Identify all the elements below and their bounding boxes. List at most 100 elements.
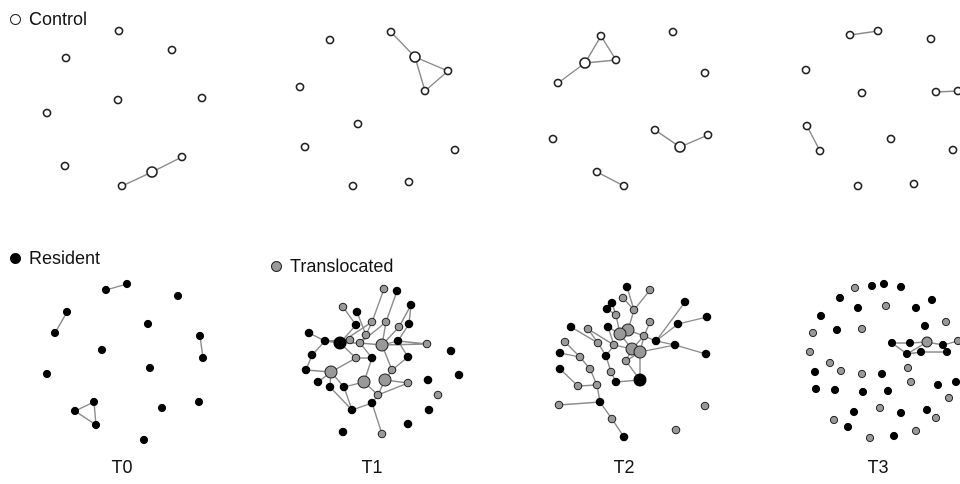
legend-control-label: Control <box>29 9 88 29</box>
resident-t0-node <box>70 406 80 416</box>
legend-resident: Resident <box>10 248 100 268</box>
resident-t1-node <box>392 286 402 296</box>
control-t0-node <box>177 152 187 162</box>
translocated-t3-node <box>944 393 954 403</box>
control-t2-edge <box>596 171 625 187</box>
resident-t2-node <box>603 322 613 332</box>
resident-t1-node <box>320 336 330 346</box>
translocated-t3-node <box>903 363 913 373</box>
translocated-t1-node <box>351 353 361 363</box>
control-t3-edge <box>849 30 879 36</box>
t1-edge <box>329 386 353 411</box>
translocated-t3-node <box>857 324 867 334</box>
t2-edge <box>674 344 707 355</box>
resident-t0-node <box>198 353 208 363</box>
resident-t2-node <box>602 304 612 314</box>
control-t3-node <box>845 30 855 40</box>
resident-t1-node <box>403 352 413 362</box>
resident-t1-node <box>325 382 335 392</box>
control-t3-edge <box>806 125 821 152</box>
control-t1-edge <box>424 70 449 92</box>
control-t2-node <box>596 31 606 41</box>
resident-t3-node <box>867 281 877 291</box>
panel-label-t1: T1 <box>361 457 383 477</box>
resident-t1-node <box>406 300 416 310</box>
resident-t0-node <box>143 319 153 329</box>
translocated-t3-node <box>931 413 941 423</box>
control-t3-node <box>953 86 960 96</box>
resident-t3-node <box>942 347 952 357</box>
resident-t2-node <box>702 312 712 322</box>
resident-t3-node <box>911 303 921 313</box>
translocated-t1-node <box>355 338 365 348</box>
translocated-t3-node <box>953 336 960 346</box>
control-t0-node <box>42 108 52 118</box>
resident-t0-node <box>101 285 111 295</box>
control-t3-node <box>926 34 936 44</box>
resident-t3-node <box>916 347 926 357</box>
control-t3-node <box>801 65 811 75</box>
translocated-t2-node <box>592 380 602 390</box>
control-t2-node <box>650 125 660 135</box>
resident-t1-node <box>423 375 433 385</box>
resident-t0-node <box>195 331 205 341</box>
resident-t3-node <box>843 422 853 432</box>
control-t2-node <box>668 27 678 37</box>
resident-t1-node <box>367 353 377 363</box>
control-t1-edge <box>414 56 449 72</box>
legend-control-swatch <box>10 13 21 25</box>
resident-t1-node <box>446 346 456 356</box>
resident-t0-node <box>62 307 72 317</box>
control-t1-node <box>386 27 396 37</box>
resident-t0-node <box>139 435 149 445</box>
control-t3-node <box>931 87 941 97</box>
translocated-t2-node <box>560 337 570 347</box>
translocated-t2-node <box>618 293 628 303</box>
resident-t1-node <box>403 419 413 429</box>
translocated-t2-node <box>606 367 616 377</box>
resident-t0-node <box>42 369 52 379</box>
network-nodes <box>42 26 960 445</box>
control-t2-node <box>592 167 602 177</box>
translocated-t2-node <box>573 381 583 391</box>
control-t2-node <box>700 68 710 78</box>
resident-t0-node <box>157 403 167 413</box>
resident-t3-node <box>849 407 859 417</box>
translocated-t1-node <box>394 322 404 332</box>
resident-t2-node <box>670 340 680 350</box>
resident-t2-node <box>601 351 611 361</box>
translocated-t3-node <box>825 358 835 368</box>
translocated-t1-node <box>379 284 389 294</box>
control-t2-node <box>674 141 686 153</box>
resident-t1-node <box>404 319 414 329</box>
control-t3-node <box>886 134 896 144</box>
resident-t1-node <box>338 427 348 437</box>
resident-t3-node <box>879 279 889 289</box>
translocated-t1-node <box>345 335 355 345</box>
translocated-t3-node <box>808 328 818 338</box>
control-t3-node <box>853 181 863 191</box>
resident-t0-node <box>145 363 155 373</box>
control-t2-node <box>611 55 621 65</box>
translocated-t1-node <box>375 338 389 352</box>
resident-t2-node <box>633 373 647 387</box>
control-t1-node <box>404 177 414 187</box>
translocated-t2-node <box>575 352 585 362</box>
control-t0-node <box>60 161 70 171</box>
resident-t0-node <box>89 397 99 407</box>
legend-translocated-swatch <box>271 260 282 272</box>
control-t2-node <box>579 57 591 69</box>
resident-t3-node <box>896 408 906 418</box>
translocated-t1-node <box>373 390 383 400</box>
control-t3-node <box>802 121 812 131</box>
resident-t3-node <box>816 311 826 321</box>
control-t0-node <box>114 26 124 36</box>
resident-t1-node <box>304 328 314 338</box>
control-t3-node <box>815 146 825 156</box>
control-t2-node <box>703 130 713 140</box>
t1-edge <box>359 321 387 344</box>
translocated-t2-node <box>700 401 710 411</box>
panel-label-t0: T0 <box>111 457 133 477</box>
translocated-t3-node <box>805 347 815 357</box>
